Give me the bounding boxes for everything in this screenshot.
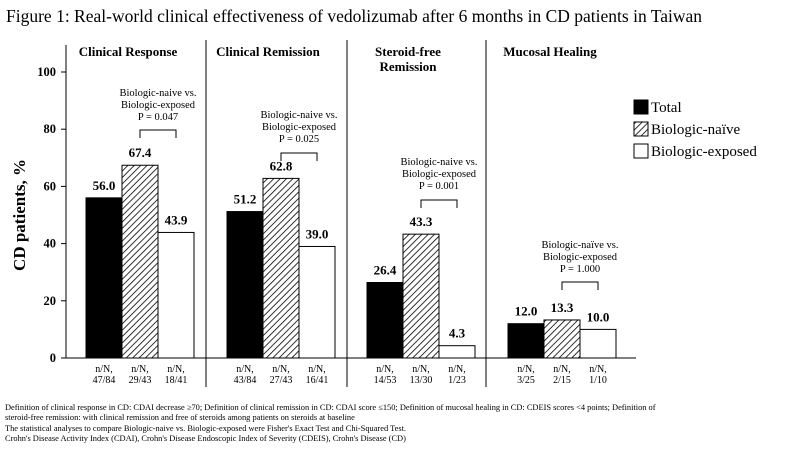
footnote-line: steroid-free remission: with clinical re… (5, 413, 355, 423)
n-over-n-label: n/N, (308, 364, 326, 375)
y-axis-label: CD patients, % (10, 159, 29, 271)
bar (298, 245, 336, 359)
p-value: P = 0.001 (419, 181, 459, 192)
n-over-n-label: 47/84 (93, 375, 116, 386)
legend-label: Biologic-naïve (651, 122, 740, 138)
value-label: 26.4 (374, 262, 397, 277)
legend-label: Total (651, 100, 682, 116)
y-tick-label: 40 (44, 237, 57, 251)
comparison-label: Biologic-exposed (543, 252, 618, 263)
comparison-label: Biologic-exposed (121, 100, 196, 111)
value-label: 56.0 (93, 178, 116, 193)
bar (157, 231, 195, 359)
legend-swatch (633, 99, 649, 115)
panel-title: Remission (379, 59, 437, 74)
value-label: 39.0 (306, 226, 329, 241)
comparison-label: Biologic-naïve vs. (542, 240, 619, 251)
n-over-n-label: n/N, (131, 364, 149, 375)
value-label: 10.0 (587, 309, 610, 324)
n-over-n-label: 14/53 (374, 375, 397, 386)
p-value: P = 0.047 (138, 112, 178, 123)
p-value: P = 1.000 (560, 264, 600, 275)
n-over-n-label: n/N, (412, 364, 430, 375)
bar (438, 345, 476, 359)
bar (121, 164, 159, 359)
value-label: 67.4 (129, 145, 152, 160)
y-tick-label: 20 (44, 294, 57, 308)
comparison-label: Biologic-naive vs. (120, 88, 197, 99)
panel-title: Steroid-free (375, 44, 441, 59)
y-tick-label: 60 (44, 179, 57, 193)
y-tick-label: 80 (44, 122, 57, 136)
footnote-line: Crohn's Disease Activity Index (CDAI), C… (5, 434, 406, 444)
bar (543, 319, 581, 359)
value-label: 51.2 (234, 192, 257, 207)
bar (366, 281, 404, 359)
value-label: 62.8 (270, 158, 293, 173)
legend-swatch (633, 143, 649, 159)
n-over-n-label: n/N, (553, 364, 571, 375)
n-over-n-label: n/N, (167, 364, 185, 375)
n-over-n-label: 29/43 (129, 375, 152, 386)
legend-label: Biologic-exposed (651, 144, 757, 160)
n-over-n-label: 16/41 (306, 375, 329, 386)
bar (402, 233, 440, 359)
bar (85, 197, 123, 359)
y-tick-label: 0 (50, 351, 56, 365)
n-over-n-label: n/N, (448, 364, 466, 375)
y-tick-label: 100 (37, 65, 56, 79)
n-over-n-label: n/N, (376, 364, 394, 375)
n-over-n-label: 3/25 (517, 375, 535, 386)
footnote-line: Definition of clinical response in CD: C… (5, 403, 656, 412)
value-label: 4.3 (449, 326, 466, 341)
n-over-n-label: 1/10 (589, 375, 607, 386)
bar (262, 177, 300, 359)
legend-swatch (633, 121, 649, 137)
significance-bracket (139, 129, 177, 138)
comparison-label: Biologic-exposed (402, 169, 477, 180)
n-over-n-label: 43/84 (234, 375, 257, 386)
significance-bracket (280, 152, 318, 161)
value-label: 43.3 (410, 214, 433, 229)
figure-title: Figure 1: Real-world clinical effectiven… (6, 6, 703, 26)
value-label: 43.9 (165, 212, 188, 227)
bar (579, 328, 617, 359)
n-over-n-label: n/N, (95, 364, 113, 375)
n-over-n-label: 1/23 (448, 375, 466, 386)
n-over-n-label: 18/41 (165, 375, 188, 386)
n-over-n-label: 13/30 (410, 375, 433, 386)
panel-title: Clinical Remission (216, 44, 320, 59)
value-label: 13.3 (551, 300, 574, 315)
bar-chart: CD patients, % 0 20 40 60 80 100 Clinical Respo… (10, 40, 757, 387)
significance-bracket (420, 199, 458, 208)
n-over-n-label: 27/43 (270, 375, 293, 386)
comparison-label: Biologic-naive vs. (401, 157, 478, 168)
n-over-n-label: 2/15 (553, 375, 571, 386)
n-over-n-label: n/N, (236, 364, 254, 375)
n-over-n-label: n/N, (589, 364, 607, 375)
n-over-n-label: n/N, (517, 364, 535, 375)
significance-bracket (561, 281, 599, 290)
n-over-n-label: n/N, (272, 364, 290, 375)
panel-title: Clinical Response (79, 44, 178, 59)
value-label: 12.0 (515, 304, 538, 319)
comparison-label: Biologic-exposed (262, 122, 337, 133)
footnotes: Definition of clinical response in CD: C… (5, 403, 797, 445)
panel-title: Mucosal Healing (503, 44, 597, 59)
footnote-line: The statistical analyses to compare Biol… (5, 423, 406, 433)
comparison-label: Biologic-naive vs. (261, 110, 338, 121)
bar (226, 211, 264, 359)
p-value: P = 0.025 (279, 134, 319, 145)
bar (507, 323, 545, 359)
